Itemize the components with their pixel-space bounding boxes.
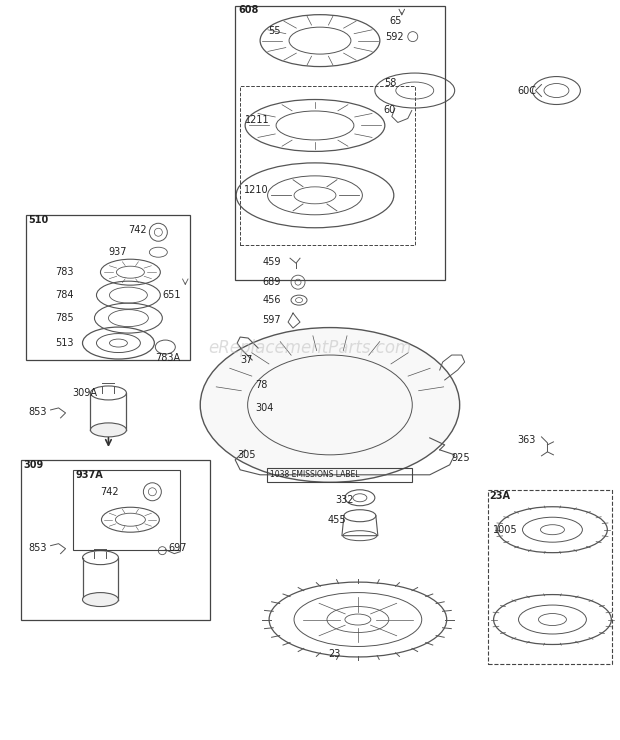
Text: 1211: 1211: [245, 115, 270, 126]
Text: 937A: 937A: [76, 470, 104, 480]
Text: 55: 55: [268, 26, 281, 36]
Text: 742: 742: [100, 487, 119, 497]
Text: 37: 37: [240, 355, 252, 365]
Text: 332: 332: [335, 495, 353, 505]
Bar: [25, 215, 190, 360]
Text: 455: 455: [328, 515, 347, 525]
Text: 597: 597: [262, 315, 281, 325]
Text: 784: 784: [56, 290, 74, 300]
Text: 1038 EMISSIONS LABEL: 1038 EMISSIONS LABEL: [270, 471, 360, 480]
Text: 309: 309: [24, 460, 44, 470]
Text: 58: 58: [384, 78, 396, 87]
Text: 23A: 23A: [490, 491, 511, 501]
Text: 785: 785: [56, 313, 74, 323]
Ellipse shape: [200, 328, 459, 482]
Text: eReplacementParts.com: eReplacementParts.com: [208, 339, 412, 357]
Text: 23: 23: [328, 650, 340, 659]
Text: 1005: 1005: [493, 525, 517, 535]
Text: 305: 305: [237, 450, 255, 460]
Text: 513: 513: [56, 338, 74, 348]
Text: 60: 60: [384, 106, 396, 115]
Text: 697: 697: [168, 542, 187, 553]
Text: 689: 689: [262, 278, 280, 287]
Text: 651: 651: [162, 290, 181, 300]
Text: 608: 608: [238, 4, 259, 15]
Ellipse shape: [82, 593, 118, 607]
Text: 60C: 60C: [518, 86, 536, 95]
Text: 592: 592: [385, 32, 404, 41]
Text: 304: 304: [255, 403, 273, 413]
Text: 510: 510: [29, 215, 49, 225]
Text: 1210: 1210: [244, 185, 269, 195]
Text: 783: 783: [56, 267, 74, 278]
Bar: [20, 460, 210, 619]
Bar: [73, 470, 180, 550]
Text: 853: 853: [29, 407, 47, 417]
Bar: [267, 468, 412, 482]
Text: 456: 456: [262, 295, 281, 305]
Ellipse shape: [91, 423, 126, 437]
Text: 937: 937: [108, 247, 127, 258]
Text: 853: 853: [29, 542, 47, 553]
Text: 65: 65: [390, 16, 402, 26]
Text: 783A: 783A: [156, 353, 180, 363]
Bar: [240, 86, 415, 245]
Ellipse shape: [247, 355, 412, 455]
Text: 925: 925: [452, 453, 471, 462]
Text: 363: 363: [518, 435, 536, 445]
Bar: [487, 490, 613, 665]
Text: 78: 78: [255, 380, 267, 390]
Text: 742: 742: [128, 225, 147, 235]
Bar: [235, 6, 445, 280]
Text: 459: 459: [262, 258, 281, 267]
Text: 309A: 309A: [73, 388, 97, 398]
